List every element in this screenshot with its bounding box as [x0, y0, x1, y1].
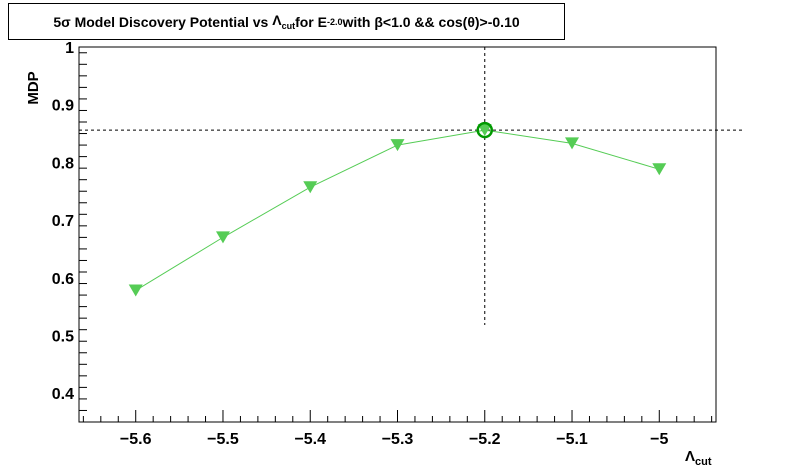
mdp-series [128, 121, 667, 297]
x-tick-label: −5.2 [469, 431, 501, 448]
data-point-marker [477, 124, 492, 137]
y-tick-label: 0.7 [52, 213, 74, 230]
data-point-marker [390, 139, 405, 152]
y-axis-title: MDP [25, 71, 42, 104]
best-point-guides [79, 47, 744, 325]
x-tick-label: −5.6 [120, 431, 152, 448]
x-tick-label: −5.3 [382, 431, 414, 448]
plot-frame [78, 46, 717, 423]
title-part-1: 5σ Model Discovery Potential vs [53, 13, 269, 30]
series-line [135, 129, 660, 291]
title-part-2: for E [295, 13, 327, 30]
x-tick-label: −5.1 [556, 431, 588, 448]
y-tick-labels: 0.4 0.5 0.6 0.7 0.8 0.9 1 [52, 40, 74, 403]
data-point-marker [128, 284, 143, 297]
y-tick-label: 0.6 [52, 271, 74, 288]
data-point-marker [652, 163, 667, 176]
x-tick-labels: −5.6 −5.5 −5.4 −5.3 −5.2 −5.1 −5 [120, 431, 669, 448]
x-axis-title: Λcut [685, 448, 712, 468]
data-point-marker [303, 181, 318, 194]
y-tick-label: 1 [65, 40, 74, 57]
y-tick-label: 0.8 [52, 155, 74, 172]
data-point-marker [565, 137, 580, 150]
axis-ticks [79, 52, 713, 423]
plot-border [78, 46, 717, 423]
y-tick-label: 0.5 [52, 328, 74, 345]
x-tick-label: −5.4 [294, 431, 326, 448]
title-exponent: -2.0 [326, 16, 343, 27]
x-tick-label: −5 [650, 431, 668, 448]
y-tick-label: 0.4 [52, 386, 74, 403]
best-point-marker [476, 121, 494, 139]
x-tick-label: −5.5 [207, 431, 239, 448]
y-tick-label: 0.9 [52, 98, 74, 115]
chart-title: 5σ Model Discovery Potential vs Λcut for… [8, 3, 565, 40]
title-lambda: Λcut [272, 12, 296, 31]
title-part-3: with β<1.0 && cos(θ)>-0.10 [342, 13, 520, 30]
data-point-marker [215, 231, 230, 244]
